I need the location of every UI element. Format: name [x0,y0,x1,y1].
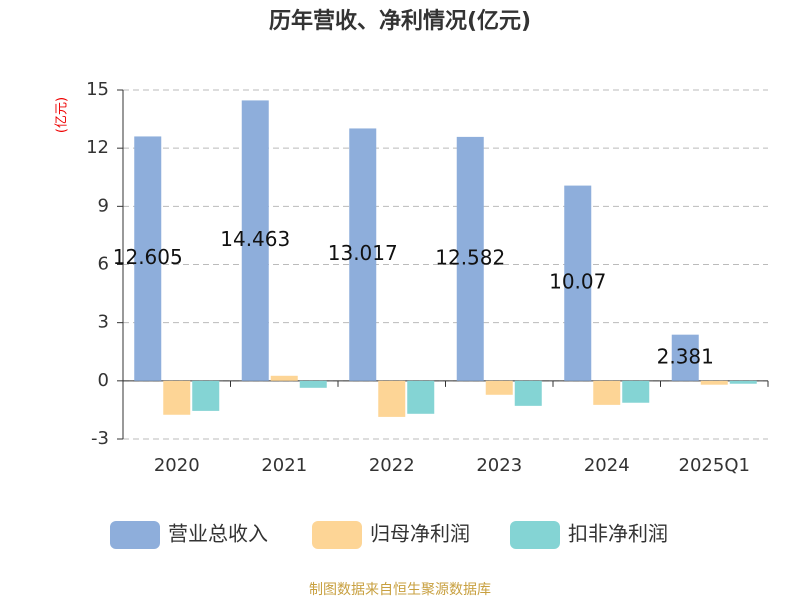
value-label: 14.463 [220,227,290,251]
y-tick-label: 9 [98,195,109,216]
value-label: 10.07 [549,270,606,294]
x-tick-label: 2021 [261,455,307,476]
y-tick-label: 6 [98,254,109,275]
bar [593,380,621,405]
value-label: 2.381 [657,344,714,368]
x-tick-label: 2022 [369,455,415,476]
bar [163,380,191,415]
bar [299,380,327,388]
bar [456,136,484,381]
value-label: 13.017 [328,241,398,265]
legend-label: 扣非净利润 [568,522,668,546]
x-tick-label: 2025Q1 [679,455,750,476]
bar [514,380,542,406]
bar [671,334,699,381]
bar [729,380,757,384]
bar [241,100,269,381]
bar [378,380,406,417]
value-label: 12.582 [435,245,505,269]
bar [700,380,728,385]
y-tick-label: 0 [98,370,109,391]
value-label: 12.605 [113,245,183,269]
y-tick-label: 12 [86,137,109,158]
bar [485,380,513,395]
bar [407,380,435,414]
x-tick-label: 2023 [476,455,522,476]
bar [270,375,298,381]
bar [564,185,592,381]
source-note: 制图数据来自恒生聚源数据库 [309,582,491,598]
y-tick-label: 15 [86,79,109,100]
legend-swatch [312,521,362,549]
y-tick-label: 3 [98,312,109,333]
legend-swatch [510,521,560,549]
x-tick-label: 2020 [154,455,200,476]
x-tick-label: 2024 [584,455,630,476]
bar [192,380,220,411]
bar [134,136,162,381]
bar [622,380,650,403]
chart-title: 历年营收、净利情况(亿元) [269,8,531,34]
bar [349,128,377,381]
legend-label: 营业总收入 [168,522,268,546]
y-axis-label: (亿元) [55,97,70,133]
legend-swatch [110,521,160,549]
legend-label: 归母净利润 [370,522,470,546]
y-tick-label: -3 [91,428,109,449]
